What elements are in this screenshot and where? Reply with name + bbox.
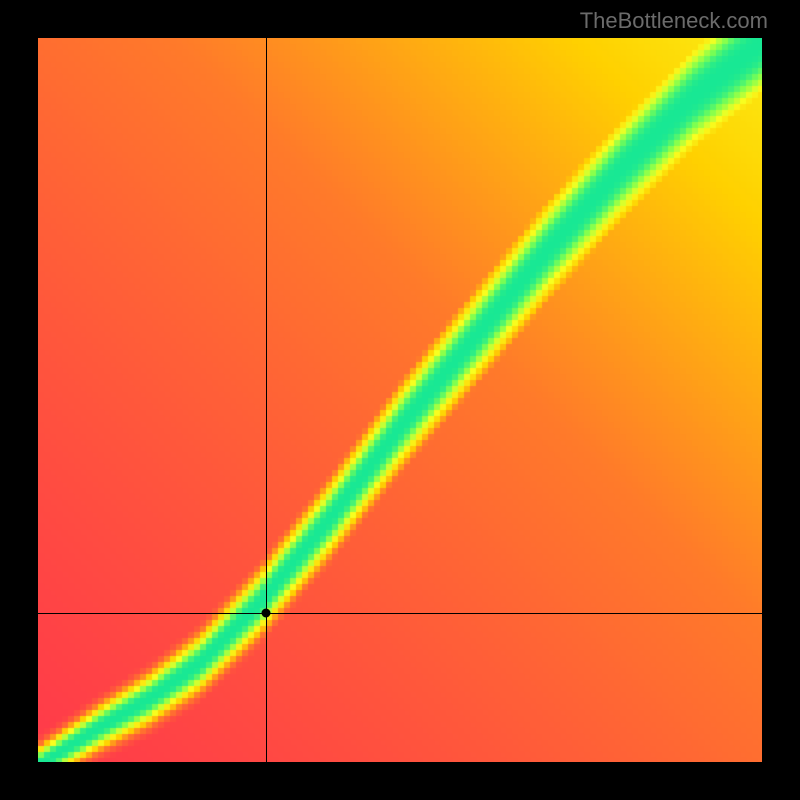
- heatmap-plot: [38, 38, 762, 762]
- crosshair-vertical: [266, 38, 267, 762]
- heatmap-canvas: [38, 38, 762, 762]
- crosshair-marker: [261, 608, 270, 617]
- crosshair-horizontal: [38, 613, 762, 614]
- watermark-text: TheBottleneck.com: [580, 8, 768, 34]
